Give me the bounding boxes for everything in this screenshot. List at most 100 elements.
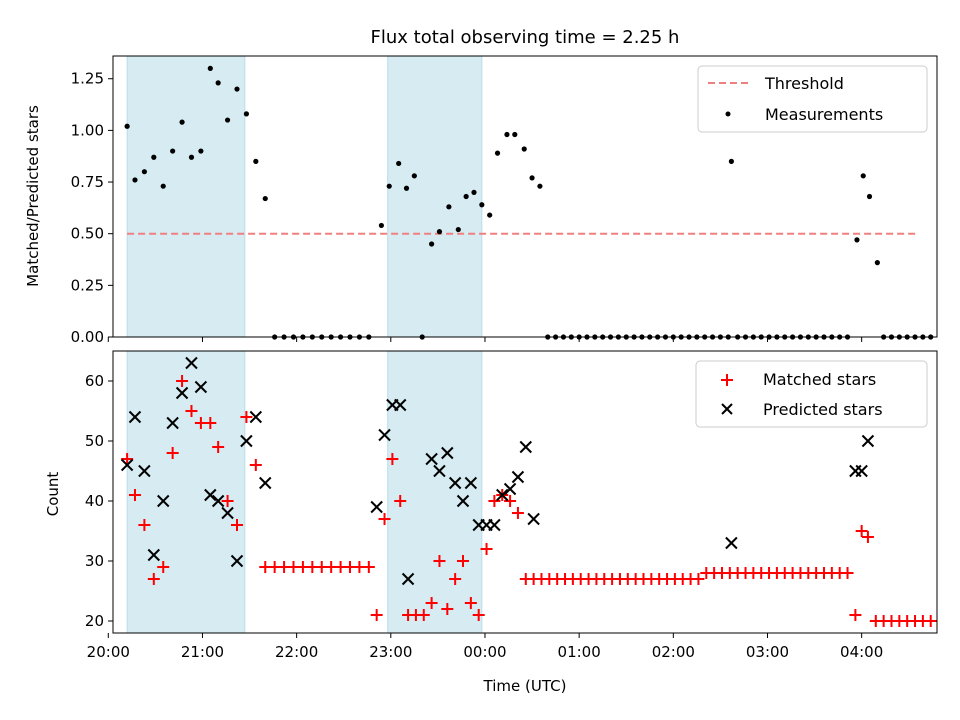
bottom-shaded-region-0: [126, 350, 246, 634]
measurement-point: [446, 204, 452, 210]
matched-star-point: [417, 609, 430, 621]
measurement-point: [537, 183, 543, 189]
top-legend: Threshold Measurements: [697, 65, 928, 133]
top-y-tick-label: 0.00: [71, 328, 104, 346]
matched-star-point: [176, 375, 189, 387]
measurement-point: [463, 193, 469, 200]
bottom-y-tick-label: 30: [85, 552, 104, 570]
measurement-point: [132, 177, 138, 183]
x-tick-label: 01:00: [558, 643, 601, 661]
predicted-star-point: [138, 464, 151, 478]
top-y-tick-label: 0.25: [71, 276, 104, 294]
predicted-stars-points: [120, 356, 875, 586]
predicted-star-point: [211, 494, 225, 508]
measurement-point: [411, 173, 417, 179]
x-tick-label: 20:00: [87, 643, 130, 661]
measurement-point: [215, 80, 221, 86]
x-tick-label: 04:00: [840, 643, 883, 661]
predicted-star-point: [425, 452, 438, 466]
x-axis-label: Time (UTC): [483, 677, 567, 695]
matched-star-point: [121, 453, 134, 465]
predicted-star-point: [464, 476, 478, 490]
measurement-point: [234, 86, 240, 92]
chart-title: Flux total observing time = 2.25 h: [371, 27, 680, 48]
matched-star-point: [449, 573, 462, 585]
measurement-point: [124, 123, 130, 129]
measurement-point: [860, 173, 866, 179]
matched-star-point: [362, 561, 375, 573]
measurement-point: [455, 226, 461, 233]
bottom-y-axis-label: Count: [44, 472, 62, 517]
predicted-star-point: [456, 494, 470, 508]
top-y-tick-label: 1.00: [71, 121, 104, 139]
predicted-star-point: [433, 464, 446, 478]
bottom-y-tick-label: 20: [85, 612, 104, 630]
predicted-star-point: [448, 476, 462, 490]
predicted-star-point: [259, 476, 272, 490]
bottom-shaded-region-1: [387, 350, 483, 634]
matched-star-point: [221, 495, 234, 507]
matched-star-point: [370, 609, 383, 621]
matched-star-point: [849, 609, 862, 621]
predicted-star-point: [488, 518, 501, 532]
measurement-point: [512, 131, 518, 138]
matched-star-point: [464, 597, 477, 609]
measurement-point: [378, 222, 384, 229]
matched-star-point: [394, 495, 407, 507]
legend-matched-label: Matched stars: [763, 370, 876, 389]
top-x-ticks: [107, 337, 863, 342]
measurement-point: [198, 148, 204, 154]
matched-star-point: [488, 495, 501, 507]
bottom-axes-frame: [112, 350, 938, 634]
legend-matched-swatch: [721, 374, 733, 386]
matched-star-point: [861, 531, 874, 543]
measurement-point: [170, 148, 176, 154]
bottom-y-tick-label: 50: [85, 432, 104, 450]
measurement-point: [253, 158, 259, 164]
measurement-point: [141, 169, 147, 175]
matched-star-point: [472, 609, 485, 621]
matched-star-point: [185, 405, 198, 417]
matched-star-point: [157, 561, 170, 573]
predicted-star-point: [240, 434, 253, 448]
top-y-axis-label: Matched/Predicted stars: [24, 105, 42, 287]
bottom-y-ticks: 20 30 40 50 60: [85, 372, 113, 630]
measurement-point: [207, 65, 213, 71]
legend-measurements-label: Measurements: [765, 105, 883, 124]
top-shaded-regions: [126, 55, 483, 338]
matched-star-point: [386, 453, 399, 465]
measurement-point: [151, 154, 157, 160]
matched-star-point: [166, 447, 179, 459]
matched-star-point: [480, 543, 493, 555]
measurement-point: [487, 212, 493, 218]
predicted-star-point: [166, 416, 179, 430]
matched-star-point: [504, 495, 517, 507]
predicted-star-point: [147, 548, 161, 562]
predicted-star-point: [185, 356, 198, 370]
predicted-star-point: [128, 410, 142, 424]
measurement-point: [874, 260, 880, 266]
predicted-star-point: [157, 494, 170, 508]
predicted-star-point: [849, 464, 862, 478]
predicted-star-point: [441, 446, 454, 460]
measurement-point: [436, 229, 443, 235]
legend-predicted-label: Predicted stars: [763, 400, 883, 419]
predicted-star-point: [519, 440, 532, 454]
matched-star-point: [433, 555, 446, 567]
matched-star-point: [441, 603, 454, 615]
predicted-star-point: [503, 482, 517, 496]
legend-threshold-label: Threshold: [764, 74, 844, 93]
top-shaded-region-0: [126, 55, 246, 338]
measurement-point: [243, 111, 250, 117]
matched-star-point: [138, 519, 151, 531]
bottom-legend-box: [695, 360, 928, 428]
predicted-star-point: [221, 506, 234, 520]
matched-star-point: [457, 555, 470, 567]
matched-star-point: [204, 417, 217, 429]
measurement-point: [179, 119, 185, 125]
x-tick-label: 00:00: [463, 643, 506, 661]
measurement-point: [403, 185, 410, 191]
predicted-star-point: [401, 572, 415, 586]
predicted-star-point: [394, 398, 407, 412]
